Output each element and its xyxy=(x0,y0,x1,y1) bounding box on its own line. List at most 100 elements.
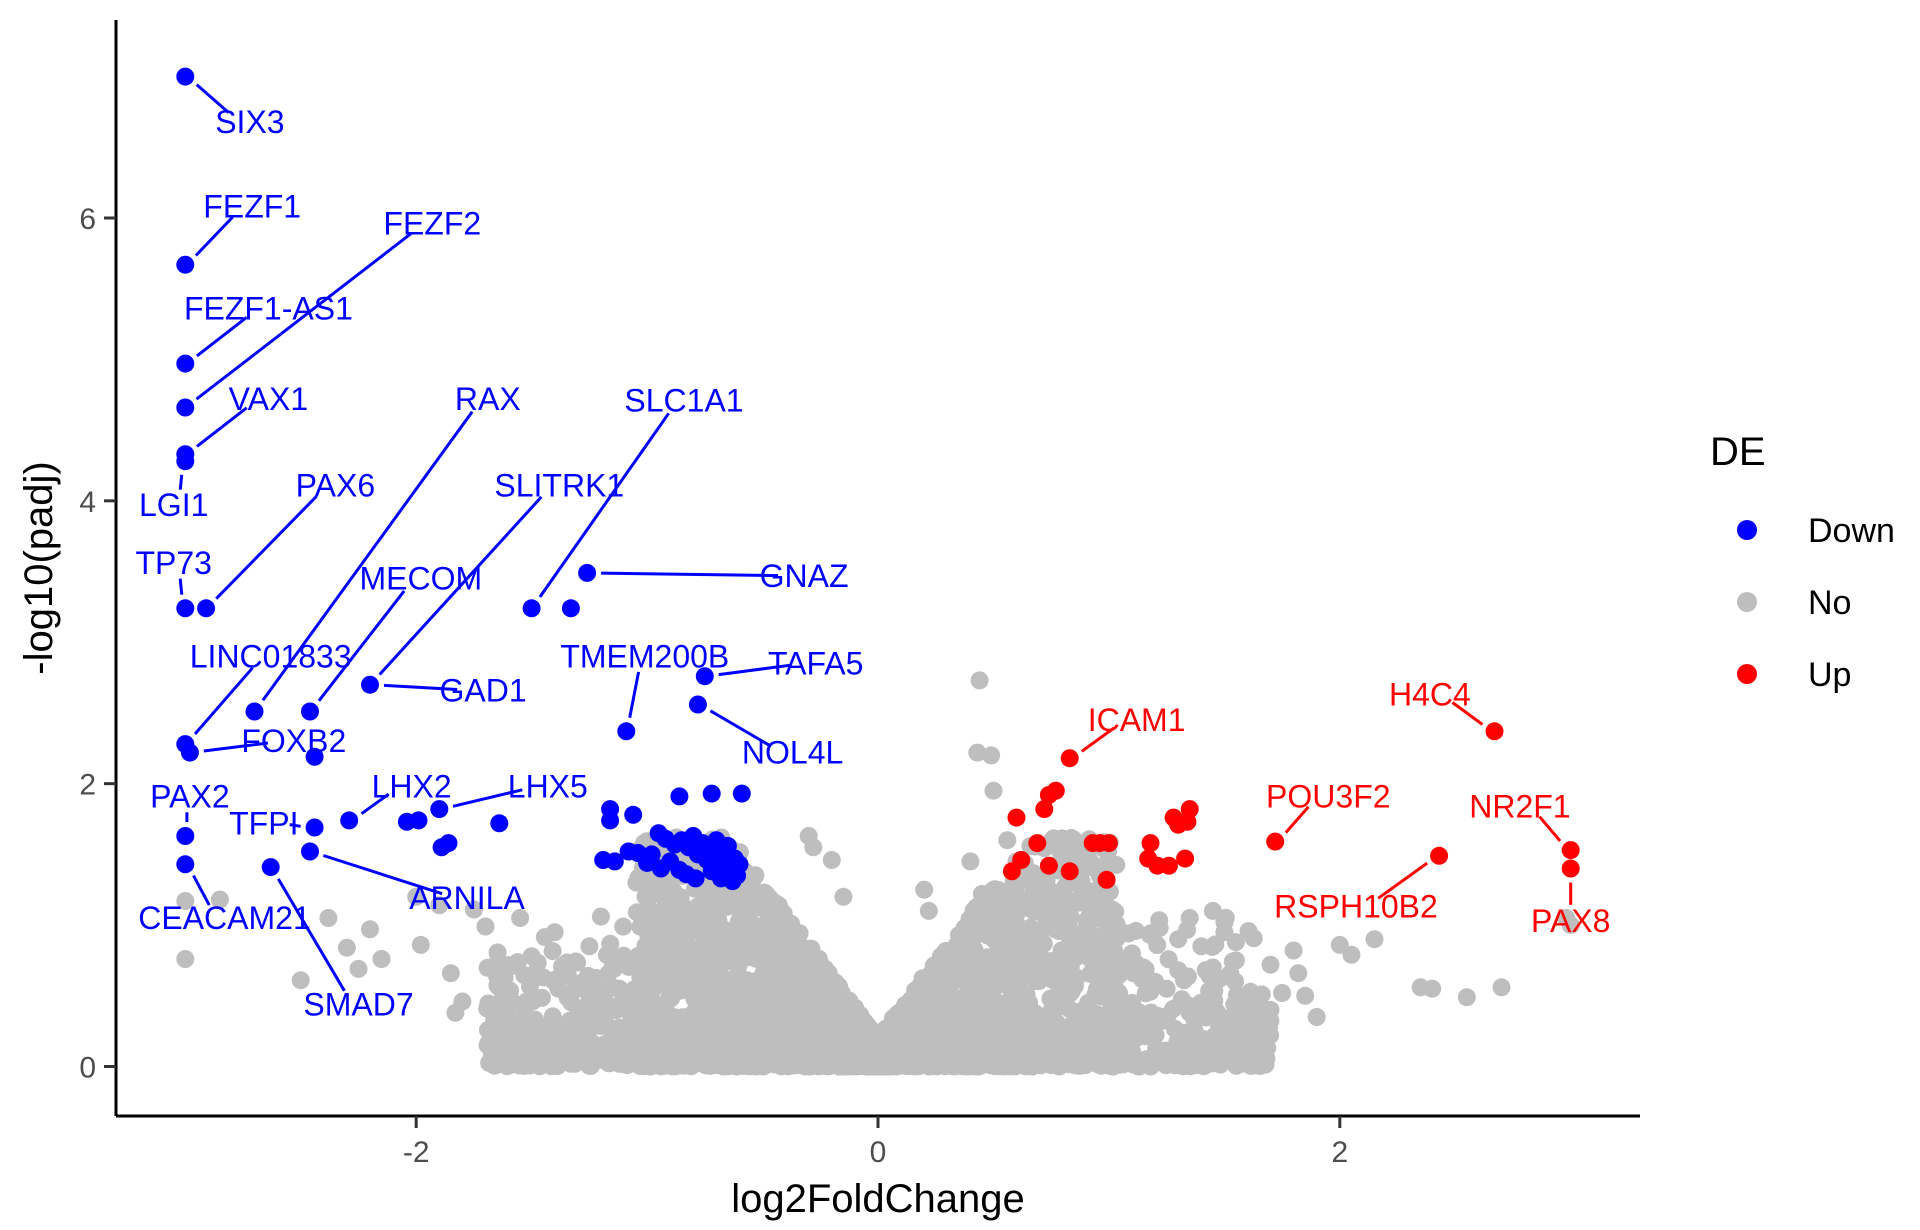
y-axis-title: -log10(padj) xyxy=(17,461,61,674)
no-cloud-layer xyxy=(478,828,1280,1076)
no-point xyxy=(549,979,568,998)
up-point xyxy=(1561,841,1580,860)
y-tick-label: 4 xyxy=(79,486,96,519)
no-point xyxy=(961,852,980,871)
up-point xyxy=(1012,851,1031,869)
label-leader-line xyxy=(383,683,458,691)
no-point xyxy=(441,964,460,983)
down-point xyxy=(688,695,707,714)
no-point xyxy=(1296,986,1315,1005)
label-leader-line xyxy=(378,495,543,676)
up-point xyxy=(1028,834,1047,853)
x-tick-label: 0 xyxy=(870,1136,887,1169)
no-point xyxy=(890,1024,909,1043)
no-point xyxy=(543,942,562,961)
no-point xyxy=(783,1056,802,1075)
down-point xyxy=(695,667,714,686)
label-leader-line xyxy=(203,741,269,753)
no-point xyxy=(614,917,633,936)
gene-labels-layer: SIX3 FEZF1 FEZF2 FEZF1-AS1 VAX1 RAX SLC1A1 LGI1… xyxy=(135,83,1610,1022)
no-point xyxy=(915,880,934,899)
gene-label: TFPI xyxy=(229,805,298,841)
no-point xyxy=(577,1004,595,1023)
label-leader-line xyxy=(1451,701,1484,726)
no-point xyxy=(1284,941,1303,960)
down-point xyxy=(732,784,751,803)
label-leader-line xyxy=(628,671,641,718)
no-point xyxy=(712,993,731,1012)
gene-label: FOXB2 xyxy=(241,723,346,759)
label-leader-line xyxy=(277,878,346,992)
no-point xyxy=(535,928,554,947)
no-point xyxy=(955,919,974,938)
no-point xyxy=(699,962,718,981)
no-point xyxy=(672,904,690,922)
no-point xyxy=(476,917,495,936)
no-point xyxy=(781,990,800,1009)
down-point xyxy=(176,354,195,373)
no-point xyxy=(1079,993,1098,1012)
no-point xyxy=(1196,961,1215,980)
gene-label: FEZF2 xyxy=(383,206,481,242)
no-point xyxy=(1226,933,1245,952)
label-leader-line xyxy=(1377,861,1429,900)
no-point xyxy=(1148,1013,1167,1032)
no-point xyxy=(1423,979,1442,998)
no-point xyxy=(1043,971,1062,989)
no-point xyxy=(752,1003,771,1022)
gene-label: TAFA5 xyxy=(768,646,863,682)
down-point xyxy=(723,872,742,891)
no-point xyxy=(965,978,984,997)
no-point xyxy=(630,1002,649,1021)
up-point xyxy=(1039,786,1058,804)
no-point xyxy=(648,1000,667,1018)
down-point xyxy=(176,67,195,86)
gene-label: SMAD7 xyxy=(303,986,413,1022)
down-point xyxy=(176,452,195,471)
no-point xyxy=(971,912,989,931)
no-point xyxy=(940,996,959,1015)
down-point xyxy=(619,842,638,861)
no-point xyxy=(1020,993,1039,1012)
no-point xyxy=(619,957,638,976)
down-point xyxy=(261,858,280,877)
up-points-layer xyxy=(1002,722,1580,889)
up-point xyxy=(1039,856,1058,875)
label-leader-line xyxy=(317,589,406,702)
down-points-layer xyxy=(176,67,751,891)
no-point xyxy=(521,1018,540,1037)
no-point xyxy=(176,950,195,968)
no-point xyxy=(505,994,524,1013)
gene-label: FEZF1-AS1 xyxy=(184,291,353,327)
no-point xyxy=(971,894,990,913)
no-point xyxy=(1022,896,1041,914)
no-point xyxy=(1046,920,1065,939)
no-point xyxy=(1130,960,1149,979)
legend-label-no: No xyxy=(1808,584,1851,622)
no-point xyxy=(619,1032,638,1051)
no-point xyxy=(998,831,1017,850)
no-point xyxy=(1215,1019,1234,1038)
label-leader-line xyxy=(360,792,390,815)
no-point xyxy=(709,911,728,930)
x-ticks: -2 0 2 xyxy=(403,1116,1348,1169)
no-point xyxy=(566,952,585,971)
no-point xyxy=(803,1012,822,1031)
no-point xyxy=(499,1009,518,1028)
down-point xyxy=(594,851,613,869)
no-point xyxy=(804,838,823,857)
no-point xyxy=(1102,967,1121,986)
no-point xyxy=(430,896,449,915)
label-leader-line xyxy=(193,666,254,735)
label-leader-line xyxy=(538,412,670,598)
up-point xyxy=(1266,832,1285,851)
label-leader-line xyxy=(178,578,184,595)
no-point xyxy=(773,906,792,925)
down-point xyxy=(197,599,216,618)
no-point xyxy=(1216,908,1235,927)
no-point xyxy=(774,952,793,971)
no-point xyxy=(291,971,310,990)
no-point xyxy=(1225,995,1244,1014)
no-point xyxy=(1492,978,1511,997)
